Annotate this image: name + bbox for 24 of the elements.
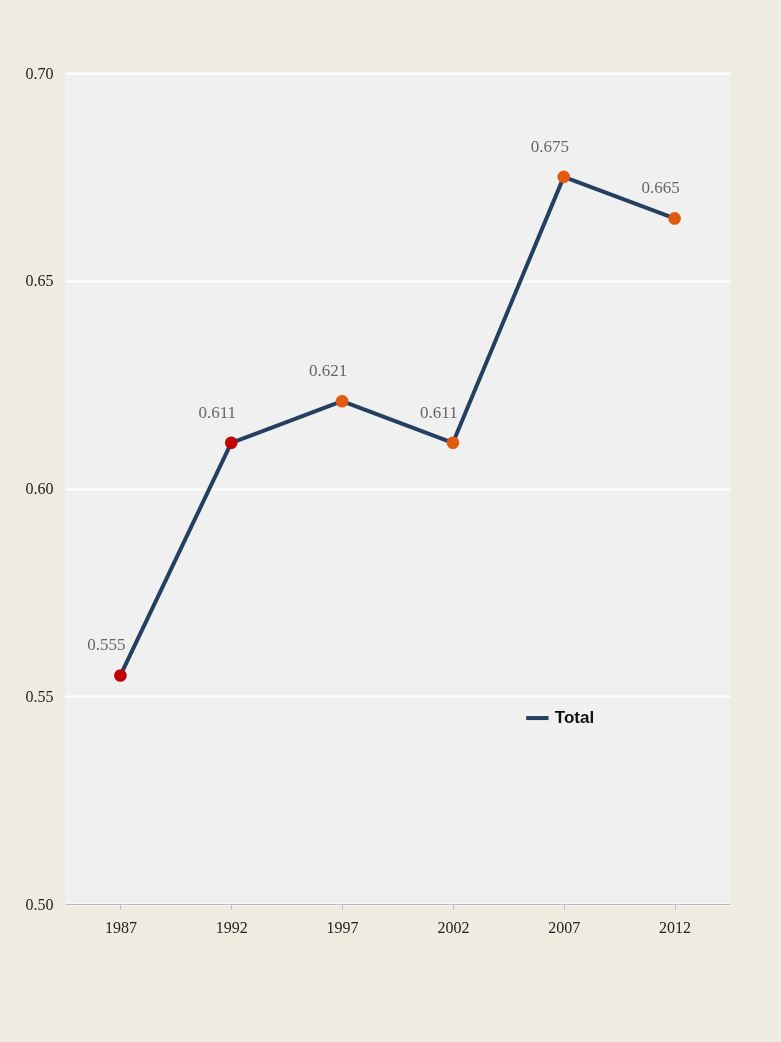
y-tick-label: 0.65: [25, 272, 54, 290]
y-tick-label: 0.70: [25, 64, 54, 82]
x-tick-label: 1997: [326, 918, 359, 936]
x-tick-label: 2002: [437, 918, 470, 936]
y-tick-label: 0.55: [25, 687, 54, 705]
y-tick-label: 0.50: [25, 895, 54, 913]
data-label: 0.665: [641, 178, 680, 198]
point: [446, 436, 460, 450]
data-label: 0.555: [87, 635, 126, 655]
y-tick-label: 0.60: [25, 480, 54, 497]
x-tick-label: 2012: [659, 918, 692, 936]
point: [557, 170, 571, 184]
point: [335, 394, 349, 408]
x-tick-label: 1987: [104, 918, 137, 936]
x-tick-label: 2007: [548, 918, 581, 936]
legend-label: Total: [554, 708, 595, 728]
data-label: 0.675: [530, 136, 569, 156]
data-label: 0.621: [308, 361, 348, 381]
data-label: 0.611: [198, 402, 237, 422]
point: [114, 669, 127, 682]
data-label: 0.611: [420, 402, 458, 422]
point: [668, 212, 681, 225]
x-tick-label: 1992: [215, 918, 248, 936]
point: [224, 436, 238, 450]
